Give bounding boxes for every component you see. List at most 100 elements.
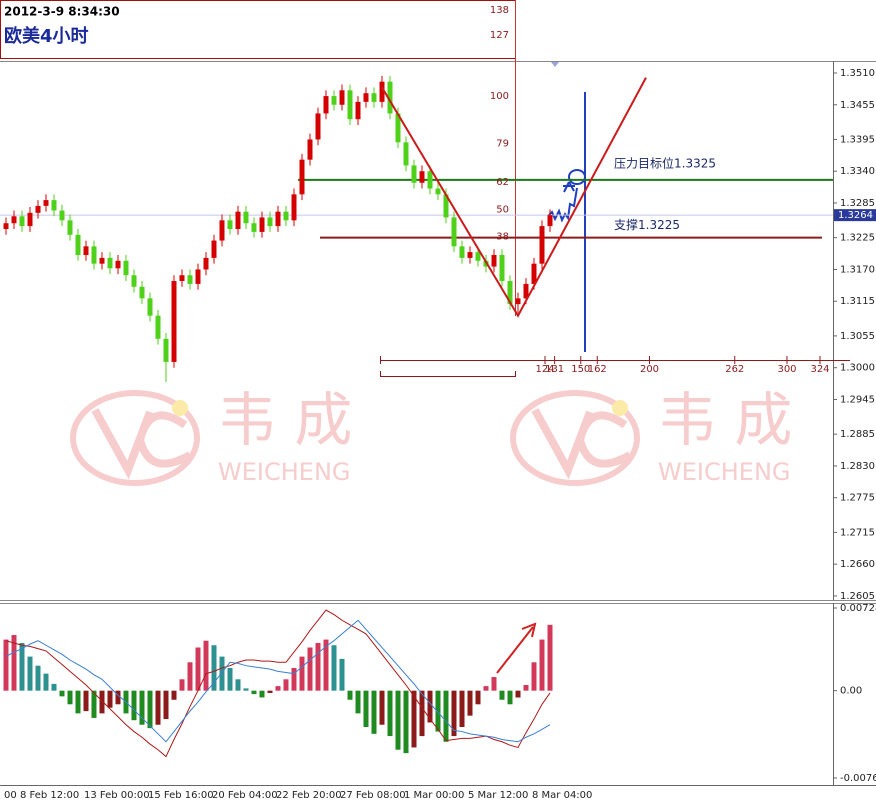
watermark-latin: WEICHENG (218, 458, 351, 486)
macd-bar (531, 662, 537, 691)
macd-bar (43, 673, 49, 691)
macd-bar (475, 690, 481, 705)
y-tick-label: -0.00769 (840, 773, 876, 784)
macd-line (5, 609, 551, 758)
watermark-name: 韦 成 (218, 386, 352, 454)
y-tick-label: 1.2715 (840, 527, 875, 538)
candle-body (467, 252, 473, 258)
candle-body (203, 257, 209, 270)
candle-body (435, 188, 441, 195)
x-tick-label: 1 Mar 00:00 (404, 790, 464, 801)
macd-bar (523, 684, 529, 691)
candle-body (267, 217, 273, 227)
macd-bar (491, 677, 497, 691)
macd-bar (155, 690, 161, 725)
macd-bar (147, 690, 153, 729)
y-tick-label: 1.3055 (840, 331, 875, 342)
candle-body (163, 338, 169, 362)
candle-body (523, 283, 529, 299)
candle-body (243, 211, 249, 224)
candle-body (3, 223, 9, 230)
time-zone-label: 262 (725, 364, 744, 375)
time-zone-label: 162 (588, 364, 607, 375)
macd-bar (331, 645, 337, 691)
candle-body (115, 260, 121, 269)
macd-bar (259, 690, 265, 698)
macd-bar (387, 690, 393, 737)
candle-body (451, 217, 457, 247)
candle-body (315, 113, 321, 140)
candle-body (147, 298, 153, 316)
macd-bar (235, 679, 241, 691)
macd-bar (547, 624, 553, 691)
x-tick-label: 15 Feb 16:00 (148, 790, 214, 801)
macd-bar (363, 690, 369, 728)
current-price-label: 1.3264 (838, 210, 873, 221)
time-zone-label: 150 (571, 364, 590, 375)
macd-bar (59, 690, 65, 697)
y-tick-label: 1.3340 (840, 166, 875, 177)
macd-bar (395, 690, 401, 750)
x-tick-label: 22 Feb 20:00 (276, 790, 342, 801)
x-tick-label: 5 Mar 12:00 (468, 790, 528, 801)
macd-bar (291, 667, 297, 691)
candle-body (515, 298, 521, 305)
candle-body (395, 113, 401, 143)
macd-bar (347, 690, 353, 700)
candle-body (155, 315, 161, 339)
timestamp: 2012-3-9 8:34:30 (4, 5, 120, 19)
macd-bar (219, 656, 225, 691)
macd-bar (507, 690, 513, 705)
candle-body (99, 257, 105, 264)
candle-body (331, 96, 337, 105)
macd-bar (483, 686, 489, 691)
macd-bar (243, 688, 249, 691)
candle-body (195, 269, 201, 284)
x-tick-label: 20 Feb 04:00 (212, 790, 278, 801)
macd-bar (99, 690, 105, 714)
candle-body (347, 90, 353, 120)
fib-level-label: 127 (490, 30, 509, 41)
candle-body (507, 281, 513, 305)
candle-body (403, 142, 409, 166)
candle-body (363, 93, 369, 102)
macd-bar (195, 647, 201, 691)
macd-bar (187, 662, 193, 691)
macd-bar (427, 690, 433, 723)
y-tick-label: 1.2660 (840, 559, 875, 570)
macd-bar (275, 686, 281, 691)
fib-level-label: 38 (496, 232, 509, 243)
macd-bar (459, 690, 465, 728)
y-tick-label: 0.00728 (840, 603, 876, 614)
macd-bar (51, 683, 57, 691)
macd-bar (443, 690, 449, 742)
candle-body (251, 223, 257, 232)
candle-body (307, 139, 313, 160)
macd-bar (451, 690, 457, 737)
shift-marker (551, 62, 559, 67)
time-zone-label: 300 (777, 364, 796, 375)
macd-bar (179, 679, 185, 691)
y-tick-label: 1.3000 (840, 363, 875, 374)
fib-level-label: 138 (490, 5, 509, 16)
level-label: 压力目标位1.3325 (614, 155, 716, 170)
macd-bar (67, 690, 73, 705)
macd-bar (515, 690, 521, 698)
candle-body (43, 200, 49, 206)
candle-body (35, 205, 41, 213)
watermark: 韦 成 WEICHENG 韦 成 WEICHENG (70, 386, 792, 486)
candle-body (291, 194, 297, 221)
level-label: 支撑1.3225 (614, 217, 680, 232)
macd-bar (283, 679, 289, 691)
macd-bar (267, 690, 273, 693)
macd-bar (355, 690, 361, 714)
candle-body (539, 226, 545, 264)
macd-bar (379, 690, 385, 725)
fib-level-label: 50 (496, 204, 509, 215)
candle-body (235, 211, 241, 230)
candle-body (11, 216, 17, 224)
x-tick-label: 27 Feb 08:00 (340, 790, 406, 801)
candle-body (411, 165, 417, 183)
candle-body (443, 194, 449, 218)
